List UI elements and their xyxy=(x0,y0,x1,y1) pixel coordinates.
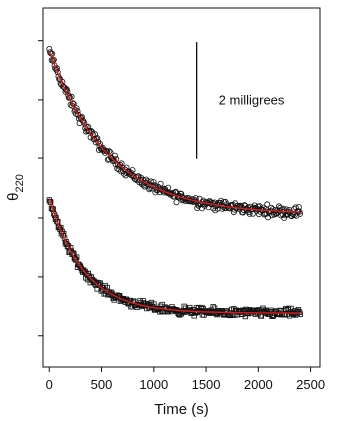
data-point-circle xyxy=(223,204,230,211)
fit-line-series-1 xyxy=(48,50,301,213)
x-axis-label: Time (s) xyxy=(154,401,208,418)
y-axis-label: θ220 xyxy=(5,174,26,201)
x-tick-label: 2000 xyxy=(244,377,273,392)
data-point-circle xyxy=(214,205,221,212)
fit-line-series-2 xyxy=(48,198,301,314)
x-tick-label: 1000 xyxy=(139,377,168,392)
data-point-circle xyxy=(111,152,118,159)
data-point-circle xyxy=(106,148,113,155)
data-point-circle xyxy=(295,204,302,211)
data-point-circle xyxy=(114,161,121,168)
data-point-square xyxy=(191,313,197,319)
data-point-square xyxy=(199,304,205,311)
data-point-circle xyxy=(129,167,136,174)
x-axis-ticks: 0 500 1000 1500 2000 2500 xyxy=(46,367,325,392)
data-point-circle xyxy=(118,160,125,167)
data-point-square xyxy=(151,301,157,307)
data-point-circle xyxy=(275,203,282,210)
data-point-square xyxy=(77,262,83,269)
fit-curves xyxy=(48,50,301,314)
data-point-circle xyxy=(150,179,157,186)
y-axis-label-symbol: θ xyxy=(5,193,22,201)
x-tick-label: 2500 xyxy=(296,377,325,392)
plot-frame xyxy=(42,7,321,368)
x-tick-label: 0 xyxy=(46,377,53,392)
data-point-circle xyxy=(178,190,185,197)
data-point-square xyxy=(297,311,303,317)
data-point-square xyxy=(210,304,216,310)
data-markers xyxy=(46,46,303,320)
data-point-circle xyxy=(86,127,93,134)
data-point-circle xyxy=(217,197,224,204)
data-point-circle xyxy=(235,203,242,210)
data-point-square xyxy=(80,267,87,273)
data-point-circle xyxy=(296,210,303,217)
data-point-square xyxy=(72,256,78,262)
x-tick-label: 500 xyxy=(91,377,113,392)
data-point-circle xyxy=(249,210,256,217)
y-axis-label-subscript: 220 xyxy=(14,174,26,192)
scale-bar-label: 2 milligrees xyxy=(219,92,285,107)
x-tick-label: 1500 xyxy=(192,377,221,392)
data-point-circle xyxy=(277,204,284,211)
data-point-circle xyxy=(264,201,271,208)
y-axis-ticks xyxy=(38,40,43,337)
data-point-square xyxy=(77,263,84,270)
